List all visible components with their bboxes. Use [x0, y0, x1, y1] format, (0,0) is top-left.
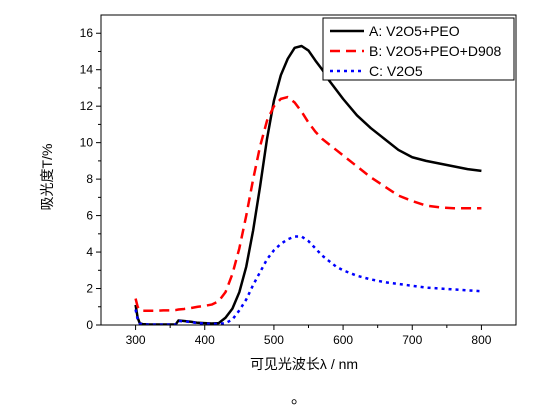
legend-label-b: B: V2O5+PEO+D908 — [369, 43, 502, 59]
x-axis-title: 可见光波长λ / nm — [250, 356, 358, 372]
series-line-a — [134, 44, 482, 325]
legend: A: V2O5+PEO B: V2O5+PEO+D908 C: V2O5 — [322, 17, 515, 81]
y-tick-label: 16 — [80, 26, 94, 40]
x-tick-label: 700 — [402, 333, 422, 347]
legend-label-a: A: V2O5+PEO — [369, 23, 460, 39]
y-tick-label: 0 — [86, 318, 93, 332]
x-tick-label: 300 — [126, 333, 146, 347]
series-line-b — [134, 95, 482, 313]
legend-box — [322, 17, 515, 81]
y-tick-label: 4 — [86, 245, 93, 259]
y-tick-label: 12 — [80, 99, 94, 113]
legend-label-c: C: V2O5 — [369, 63, 423, 79]
y-tick-label: 14 — [80, 63, 94, 77]
x-axis-ticks: 300 400 500 600 700 800 — [126, 325, 492, 347]
y-axis-ticks: 0 2 4 6 8 10 12 14 16 — [80, 26, 101, 332]
y-axis-title: 吸光度T/% — [39, 144, 55, 211]
x-tick-label: 600 — [333, 333, 353, 347]
series-line-c — [134, 235, 482, 325]
trailing-period: 。 — [291, 388, 307, 407]
x-tick-label: 400 — [195, 333, 215, 347]
x-tick-label: 800 — [471, 333, 491, 347]
y-tick-label: 6 — [86, 209, 93, 223]
y-tick-label: 8 — [86, 172, 93, 186]
x-tick-label: 500 — [264, 333, 284, 347]
y-tick-label: 2 — [86, 282, 93, 296]
series-layer — [134, 44, 482, 325]
y-tick-label: 10 — [80, 136, 94, 150]
